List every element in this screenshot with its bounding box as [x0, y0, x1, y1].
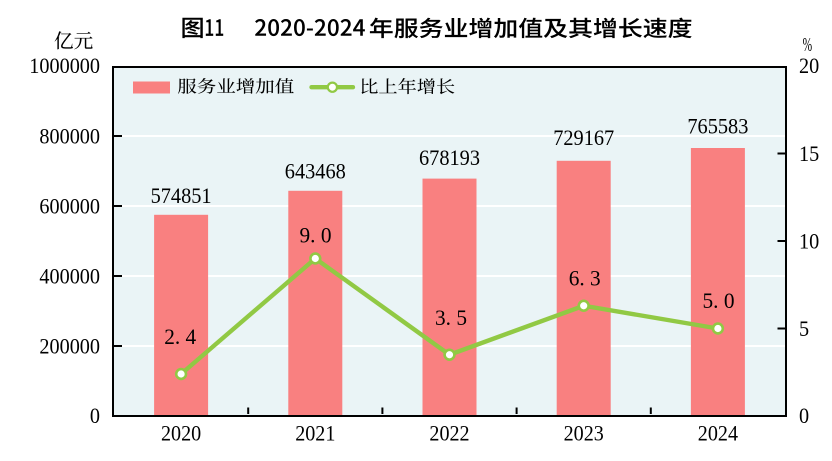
- svg-text:20: 20: [799, 53, 819, 78]
- svg-text:2. 4: 2. 4: [164, 324, 196, 349]
- svg-text:0: 0: [799, 403, 809, 428]
- svg-text:1000000: 1000000: [29, 53, 100, 78]
- svg-text:%: %: [803, 34, 813, 56]
- svg-text:2022: 2022: [429, 420, 469, 445]
- svg-text:2021: 2021: [295, 420, 335, 445]
- svg-text:2020: 2020: [161, 420, 201, 445]
- svg-text:5: 5: [799, 316, 809, 341]
- svg-text:400000: 400000: [39, 263, 100, 288]
- svg-text:765583: 765583: [687, 114, 748, 139]
- svg-text:5. 0: 5. 0: [703, 288, 735, 313]
- svg-text:9. 0: 9. 0: [300, 222, 332, 247]
- svg-text:643468: 643468: [285, 159, 346, 184]
- svg-text:574851: 574851: [151, 183, 212, 208]
- svg-text:600000: 600000: [39, 193, 100, 218]
- svg-text:2023: 2023: [564, 420, 604, 445]
- svg-text:678193: 678193: [419, 145, 480, 170]
- svg-text:15: 15: [799, 141, 819, 166]
- svg-text:3. 5: 3. 5: [435, 305, 467, 330]
- svg-text:2024: 2024: [698, 420, 738, 445]
- svg-text:800000: 800000: [39, 123, 100, 148]
- svg-text:10: 10: [799, 228, 819, 253]
- svg-text:200000: 200000: [39, 333, 100, 358]
- svg-text:0: 0: [90, 403, 100, 428]
- svg-text:729167: 729167: [553, 125, 614, 150]
- svg-text:6. 3: 6. 3: [569, 266, 601, 291]
